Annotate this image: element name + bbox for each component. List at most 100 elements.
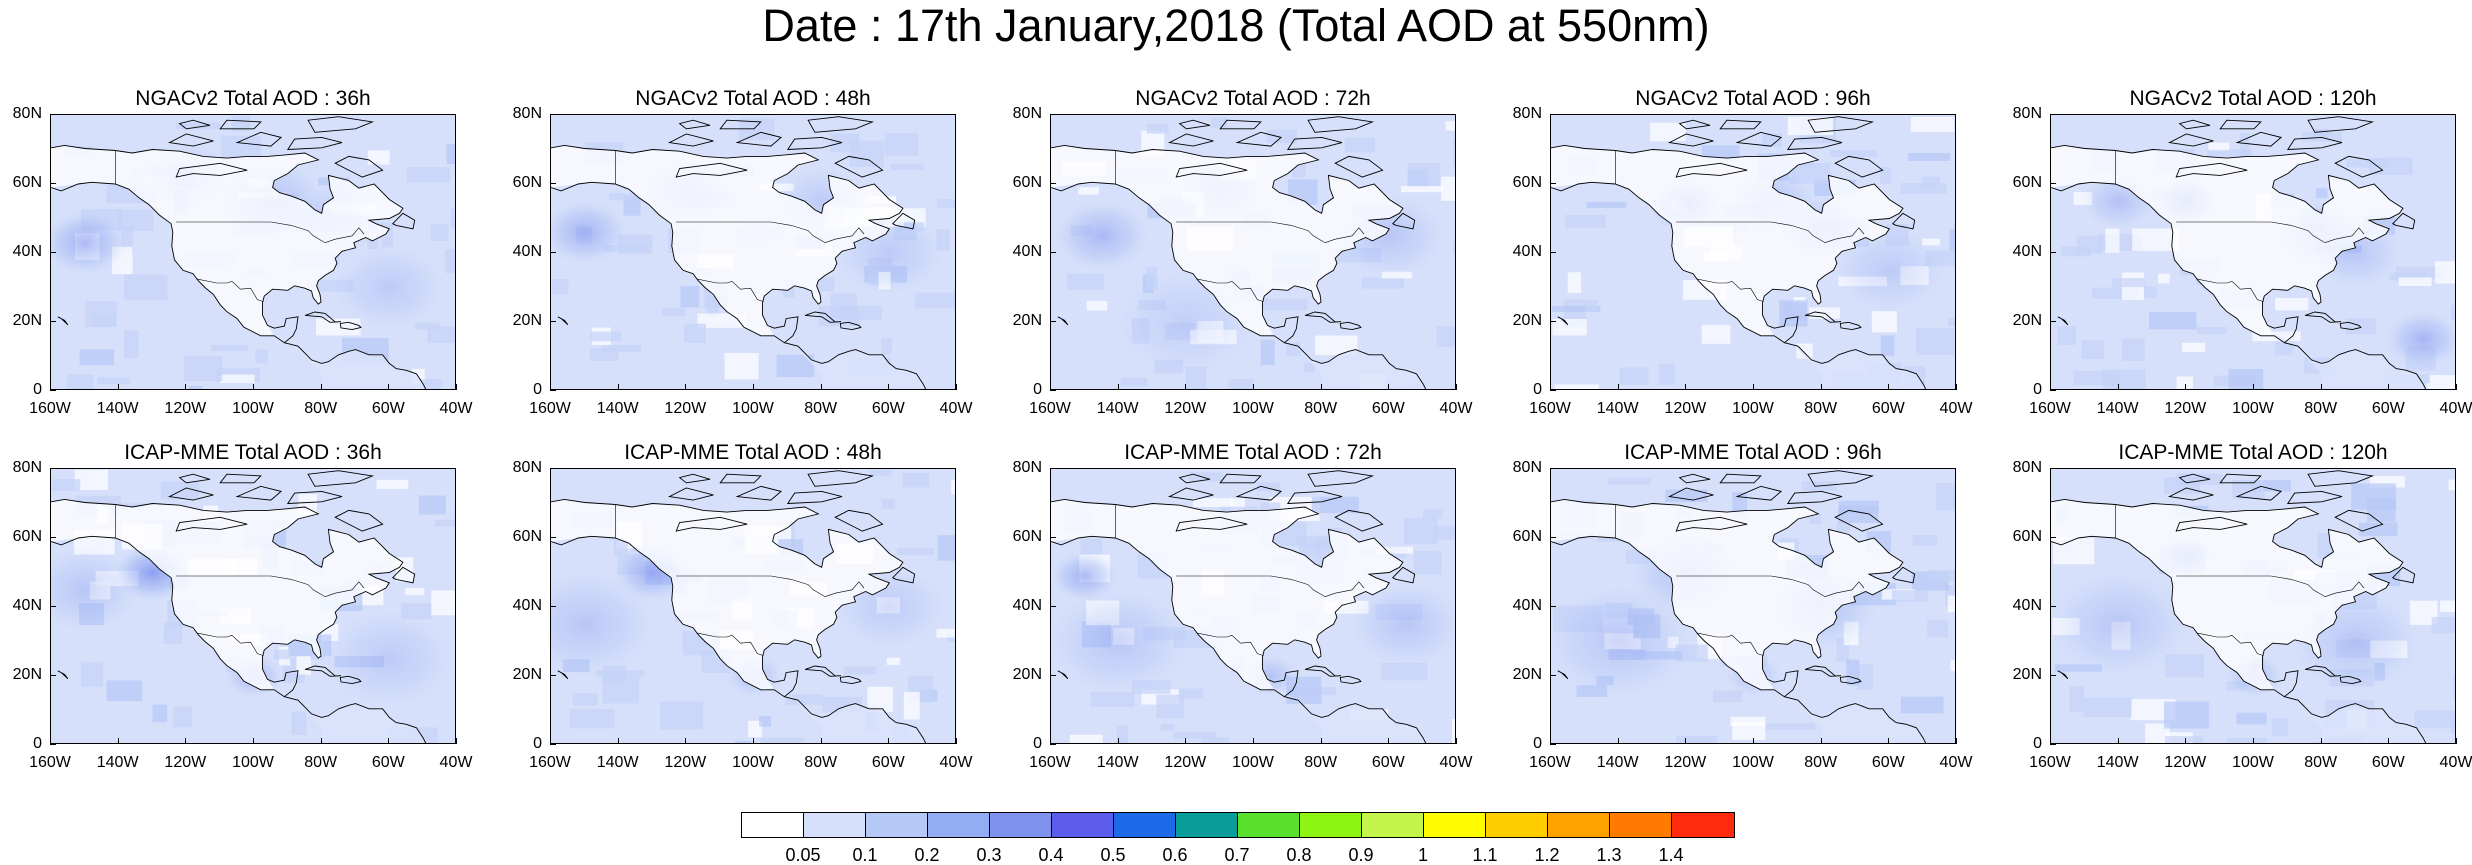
y-tick-label: 0 [2033,381,2042,398]
x-tick-label: 60W [871,754,905,771]
colorbar-label: 0.3 [976,845,1002,865]
x-tick-mark [456,384,457,390]
map-panel: ICAP-MME Total AOD : 36h 80N 60N 40N 20N 0 160… [0,438,473,778]
x-tick-label: 140W [2096,754,2139,771]
x-tick-mark [2050,738,2051,744]
y-tick-label: 80N [1012,459,1042,476]
x-tick-mark [117,738,119,744]
y-tick-mark [50,252,56,253]
x-tick-mark [956,384,957,390]
y-tick-mark [1550,321,1556,322]
y-tick-mark [550,390,556,391]
colorbar-box [804,813,866,837]
x-tick-mark [1617,738,1619,744]
y-tick-mark [1050,537,1056,538]
y-tick-mark [1050,183,1056,184]
x-tick-label: 40W [2439,754,2472,771]
y-tick-mark [50,114,56,115]
x-tick-mark [117,384,119,390]
y-tick-label: 0 [1033,381,1042,398]
y-tick-label: 80N [1012,105,1042,122]
colorbar-box [1548,813,1610,837]
x-tick-label: 120W [2164,400,2207,417]
x-tick-label: 160W [529,400,571,417]
y-tick-label: 60N [12,528,42,545]
map-panel: ICAP-MME Total AOD : 72h 80N 60N 40N 20N 0 160… [1000,438,1473,778]
x-tick-mark [753,384,754,390]
x-tick-label: 100W [232,400,274,417]
x-tick-label: 40W [939,754,973,771]
x-tick-label: 120W [164,754,207,771]
map-panel: ICAP-MME Total AOD : 120h 80N 60N 40N 20N 0 16… [2000,438,2472,778]
x-tick-mark [1456,384,1457,390]
y-tick-mark [1550,183,1556,184]
panel-title: ICAP-MME Total AOD : 48h [624,441,882,464]
map-panel: NGACv2 Total AOD : 120h 80N 60N 40N 20N 0 160W… [2000,84,2472,424]
x-tick-mark [253,384,254,390]
x-tick-mark [2253,738,2254,744]
y-tick-label: 80N [12,105,42,122]
x-tick-label: 140W [1596,400,1639,417]
panel-title: NGACv2 Total AOD : 36h [135,87,371,110]
y-tick-mark [2050,321,2056,322]
x-tick-label: 60W [1371,400,1405,417]
y-tick-mark [1050,321,1056,322]
y-tick-label: 80N [1512,105,1542,122]
y-tick-mark [50,321,56,322]
y-tick-label: 40N [12,243,42,260]
panel-title: NGACv2 Total AOD : 96h [1635,87,1871,110]
x-tick-label: 60W [371,754,405,771]
colorbar-box [1362,813,1424,837]
x-tick-mark [617,384,619,390]
x-tick-label: 120W [164,400,207,417]
x-tick-mark [253,738,254,744]
x-tick-mark [50,384,51,390]
x-tick-mark [2320,384,2322,390]
aod-map [2050,468,2456,744]
y-tick-label: 20N [1512,312,1542,329]
y-tick-mark [50,537,56,538]
colorbar-box [1672,813,1734,837]
y-tick-mark [2050,744,2056,745]
y-tick-mark [1050,252,1056,253]
y-tick-mark [50,183,56,184]
x-tick-label: 160W [1529,400,1571,417]
x-tick-mark [1550,738,1551,744]
x-tick-mark [2117,384,2119,390]
y-tick-mark [1050,675,1056,676]
colorbar-label: 0.05 [785,845,821,865]
x-tick-mark [685,738,687,744]
y-tick-mark [50,675,56,676]
x-tick-label: 80W [1804,400,1838,417]
panel-title: NGACv2 Total AOD : 120h [2129,87,2377,110]
figure-title: Date : 17th January,2018 (Total AOD at 5… [762,0,1710,51]
x-tick-mark [1550,384,1551,390]
y-tick-label: 0 [33,735,42,752]
map-panel: NGACv2 Total AOD : 96h 80N 60N 40N 20N 0 160W 1… [1500,84,1973,424]
panel-title: ICAP-MME Total AOD : 72h [1124,441,1382,464]
y-tick-mark [1550,252,1556,253]
x-tick-mark [1253,738,1254,744]
x-tick-mark [1753,384,1754,390]
x-tick-mark [2388,738,2390,744]
x-tick-mark [2253,384,2254,390]
colorbar-label: 1.3 [1596,845,1622,865]
x-tick-label: 140W [96,400,139,417]
colorbar-label: 0.9 [1348,845,1374,865]
y-tick-label: 0 [1533,381,1542,398]
y-tick-mark [1050,468,1056,469]
y-tick-mark [1550,114,1556,115]
panel-title: NGACv2 Total AOD : 72h [1135,87,1371,110]
y-tick-label: 60N [2012,174,2042,191]
y-tick-label: 40N [1012,243,1042,260]
x-tick-mark [1320,738,1322,744]
x-tick-label: 160W [2029,754,2071,771]
colorbar-box [1052,813,1114,837]
y-tick-label: 20N [512,666,542,683]
y-tick-mark [1550,744,1556,745]
x-tick-mark [1185,738,1187,744]
x-tick-label: 80W [2304,400,2338,417]
x-tick-label: 140W [1096,754,1139,771]
x-tick-label: 160W [2029,400,2071,417]
x-tick-label: 100W [2232,400,2274,417]
